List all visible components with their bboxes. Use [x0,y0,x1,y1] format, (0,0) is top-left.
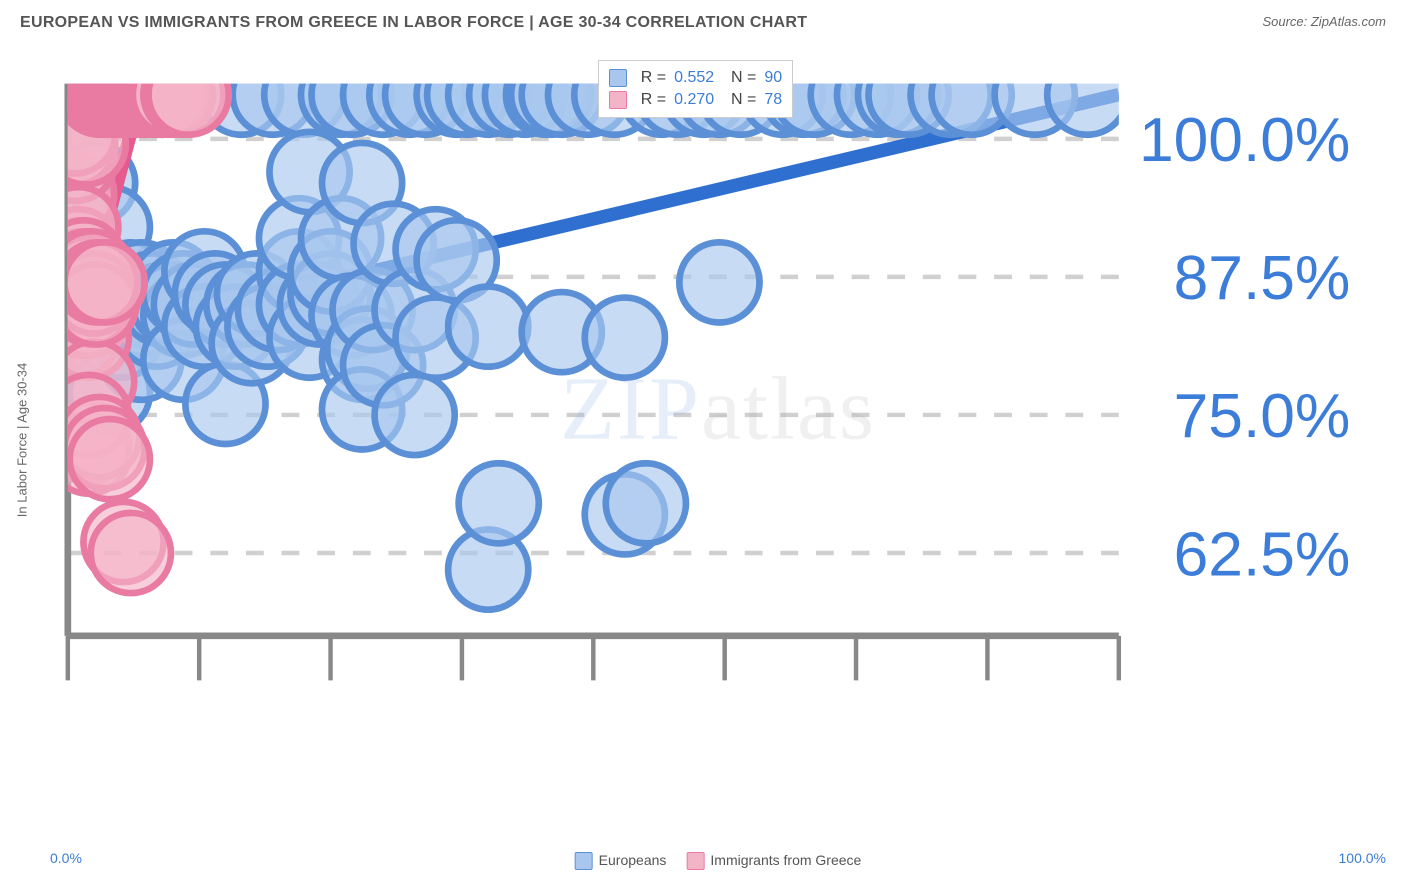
x-axis-min-label: 0.0% [50,850,82,866]
correlation-legend: R = 0.552 N = 90R = 0.270 N = 78 [598,60,793,118]
scatter-plot: 62.5% 75.0% 87.5% 100.0% [50,48,1386,716]
legend-row: R = 0.270 N = 78 [609,89,782,111]
y-axis-label: In Labor Force | Age 30-34 [15,363,30,517]
series-legend: Europeans Immigrants from Greece [575,852,862,870]
x-axis-max-label: 100.0% [1339,850,1386,866]
svg-text:62.5%: 62.5% [1174,520,1351,589]
source-label: Source: ZipAtlas.com [1262,14,1386,29]
legend-row: R = 0.552 N = 90 [609,67,782,89]
legend-item: Europeans [575,852,667,870]
svg-text:100.0%: 100.0% [1139,106,1350,175]
chart-area: In Labor Force | Age 30-34 62.5%75.0%87.… [50,48,1386,832]
svg-text:87.5%: 87.5% [1174,244,1351,313]
page-title: EUROPEAN VS IMMIGRANTS FROM GREECE IN LA… [20,14,807,32]
svg-text:75.0%: 75.0% [1174,382,1351,451]
legend-item: Immigrants from Greece [686,852,861,870]
